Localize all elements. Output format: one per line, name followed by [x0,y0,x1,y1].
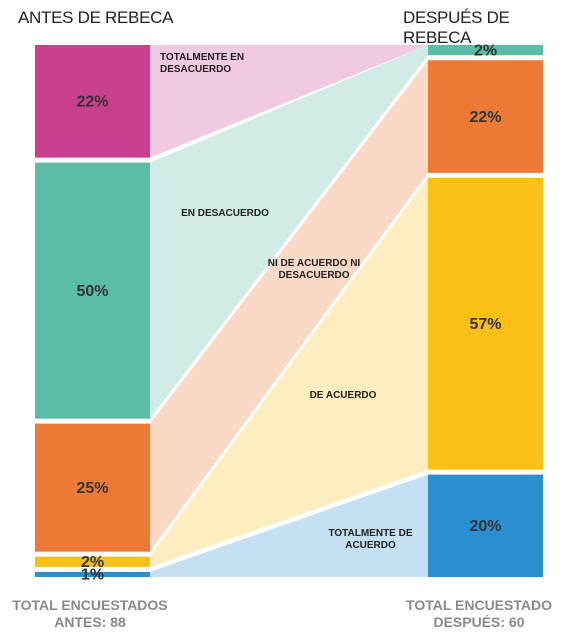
total: TOTAL ENCUESTADO DESPUÉS: 60 [384,597,569,631]
series-label: TOTALMENTE EN DESACUERDO [160,52,245,75]
bar-segment [428,474,543,577]
flow [150,177,428,567]
series-label: EN DESACUERDO [181,208,269,219]
series-label: TOTALMENTE DE ACUERDO [328,528,413,551]
flow [150,474,428,577]
flow [150,45,428,419]
value-label: 2% [81,554,104,571]
value-label: 57% [469,316,501,333]
total-line: TOTAL ENCUESTADO [406,597,552,613]
value-label: 50% [76,283,108,300]
value-label: 2% [474,42,497,59]
bar-segment [35,423,150,552]
value-label: 22% [76,94,108,111]
flow [150,60,428,552]
value-label: 20% [469,518,501,535]
value-label: 1% [81,567,104,584]
bar-segment [428,177,543,470]
bar-segment [428,60,543,173]
value-label: 22% [469,109,501,126]
bar-segment [428,45,543,56]
total-line: DESPUÉS: 60 [433,614,525,630]
series-label: NI DE ACUERDO NI DESACUERDO [267,258,361,281]
bar-segment [35,45,150,158]
total-line: TOTAL ENCUESTADOS [12,597,168,613]
total: TOTAL ENCUESTADOS ANTES: 88 [0,597,185,631]
column-title: DESPUÉS DE REBECA [403,8,510,47]
total-line: ANTES: 88 [54,614,126,630]
column-title: ANTES DE REBECA [18,8,174,27]
series-label: DE ACUERDO [309,390,377,401]
bar-segment [35,162,150,419]
bar-segment [35,556,150,567]
value-label: 25% [76,480,108,497]
flow [150,45,428,158]
bar-segment [35,571,150,577]
